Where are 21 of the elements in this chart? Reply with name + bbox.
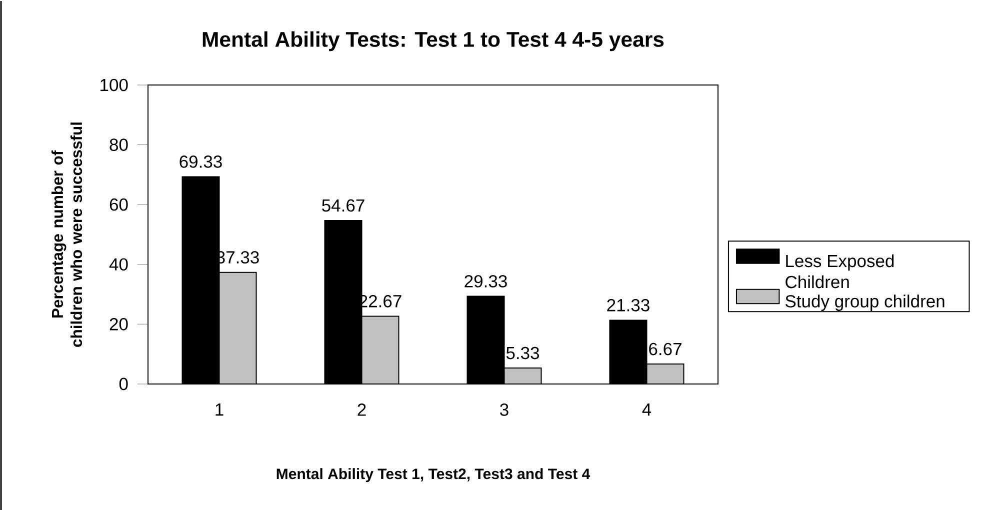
data-label: 54.67 (322, 199, 364, 212)
data-label: 21.33 (607, 298, 650, 312)
y-tick-label: 80 (110, 138, 128, 151)
data-label: 5.33 (506, 346, 540, 360)
data-label: 6.67 (649, 342, 682, 356)
x-tick-label: 2 (358, 404, 366, 416)
data-label: 69.33 (180, 155, 222, 168)
y-axis-title: Percentage number of children who were successful (51, 122, 82, 347)
x-tick-label: 3 (500, 404, 508, 416)
chart-title: Mental Ability Tests: Test 1 to Test 4 4-5 years (202, 31, 664, 52)
x-tick-label: 4 (642, 404, 652, 416)
y-tick-label: 20 (110, 318, 128, 330)
x-tick-label: 1 (216, 404, 224, 416)
y-tick-label: 60 (110, 198, 128, 211)
y-tick-label: 100 (100, 78, 128, 92)
x-axis-title: Mental Ability Test 1, Test2, Test3 and Test 4 (276, 468, 590, 482)
legend-label: Study group children (786, 294, 944, 311)
y-tick-label: 0 (119, 378, 128, 390)
y-tick-label: 40 (109, 258, 128, 271)
legend-label: Less Exposed Children (786, 254, 894, 288)
data-label: 29.33 (464, 275, 507, 288)
